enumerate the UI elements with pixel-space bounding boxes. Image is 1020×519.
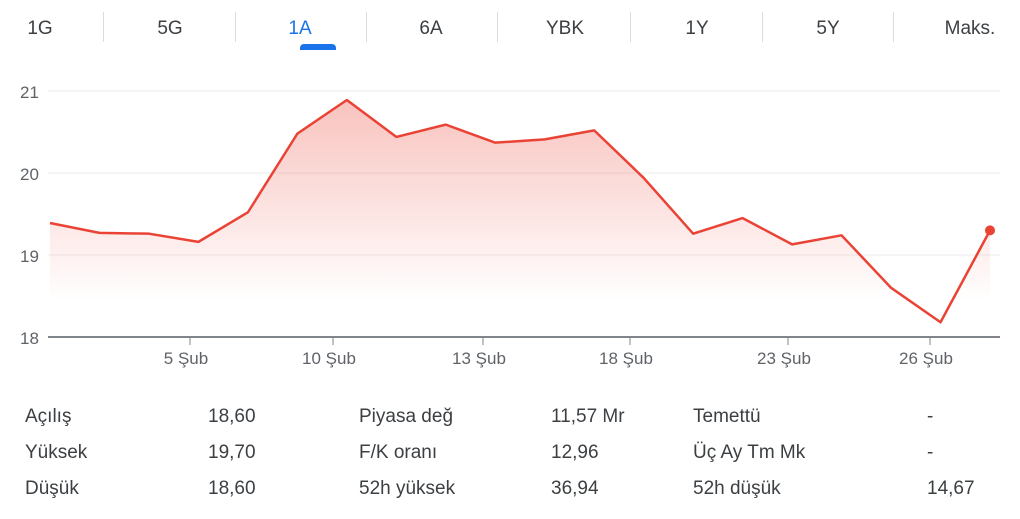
- x-tick-label: 13 Şub: [452, 349, 506, 368]
- stat-label: Düşük: [25, 478, 79, 499]
- x-tick-label: 5 Şub: [164, 349, 208, 368]
- y-tick-label: 19: [20, 247, 39, 266]
- stat-label: F/K oranı: [359, 442, 438, 463]
- stat-value: -: [927, 442, 934, 463]
- stat-label: Açılış: [25, 406, 72, 427]
- stat-value: 12,96: [551, 442, 599, 463]
- divider: [630, 12, 631, 42]
- x-tick-label: 23 Şub: [757, 349, 811, 368]
- divider: [762, 12, 763, 42]
- divider: [366, 12, 367, 42]
- price-line: [49, 98, 992, 324]
- active-tab-indicator: [300, 44, 336, 50]
- stat-value: 18,60: [208, 406, 256, 427]
- price-chart[interactable]: 21 20 19 18 5 Şub 10 Şub 13 Şub 18 Şub 23 Şub 26 …: [0, 60, 1020, 380]
- divider: [235, 12, 236, 42]
- stat-label: Üç Ay Tm Mk: [693, 442, 806, 463]
- tab-6a[interactable]: 6A: [419, 18, 443, 39]
- x-tick-label: 18 Şub: [599, 349, 653, 368]
- tab-1a[interactable]: 1A: [288, 18, 312, 39]
- stat-value: 19,70: [208, 442, 256, 463]
- divider: [893, 12, 894, 42]
- stat-value: 36,94: [551, 478, 599, 499]
- y-tick-label: 18: [20, 329, 39, 348]
- stat-value: 14,67: [927, 478, 975, 499]
- divider: [497, 12, 498, 42]
- last-price-dot: [985, 225, 995, 236]
- stat-label: Piyasa değ: [359, 406, 454, 427]
- stat-label: Yüksek: [25, 442, 88, 463]
- stat-label: 52h yüksek: [359, 478, 456, 499]
- y-tick-label: 21: [20, 83, 39, 102]
- tab-5y[interactable]: 5Y: [816, 18, 840, 39]
- tab-5g[interactable]: 5G: [157, 18, 183, 39]
- x-tick-label: 26 Şub: [899, 349, 953, 368]
- stat-label: Temettü: [693, 406, 761, 427]
- y-tick-label: 20: [20, 165, 39, 184]
- tab-ybk[interactable]: YBK: [545, 18, 585, 39]
- stat-value: 11,57 Mr: [551, 406, 625, 427]
- x-tick-label: 10 Şub: [302, 349, 356, 368]
- range-tabs: 1G 5G 1A 6A YBK 1Y 5Y Maks.: [0, 0, 1020, 56]
- stat-label: 52h düşük: [693, 478, 781, 499]
- tab-1g[interactable]: 1G: [27, 18, 53, 39]
- tab-maks[interactable]: Maks.: [944, 18, 996, 39]
- tab-1y[interactable]: 1Y: [685, 18, 709, 39]
- stat-value: 18,60: [208, 478, 256, 499]
- area-fill: [50, 100, 990, 337]
- stat-value: -: [927, 406, 934, 427]
- divider: [103, 12, 104, 42]
